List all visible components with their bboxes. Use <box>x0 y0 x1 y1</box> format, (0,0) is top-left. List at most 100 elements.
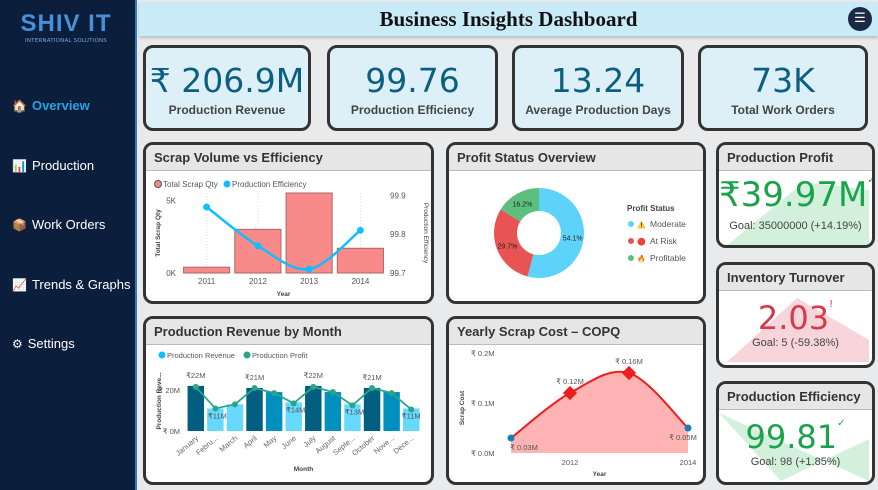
profit-point-Febru... <box>212 405 219 412</box>
goal-card-production-profit: Production Profit ₹39.97M✓ Goal: 3500000… <box>716 142 875 248</box>
point-2012 <box>562 385 578 401</box>
legend-marker <box>223 180 231 188</box>
bar-April <box>246 387 263 431</box>
gear-icon: ⚙ <box>12 336 23 351</box>
goal-background-shape <box>727 298 869 362</box>
legend-marker <box>154 180 162 188</box>
card-title: Yearly Scrap Cost – COPQ <box>449 319 703 345</box>
bar-May <box>265 392 283 431</box>
area-fill <box>511 371 688 453</box>
profit-point-March <box>231 401 238 408</box>
value-text: 99.81 <box>745 418 838 456</box>
slice-label: 54.1% <box>563 235 583 242</box>
x-tick: October <box>350 433 377 457</box>
x-tick: 2014 <box>680 458 697 467</box>
data-label: ₹22M <box>186 371 205 380</box>
profit-status-chart: 54.1% 29.7% 16.2% Profit Status ⚠️ Moderate 🔴 A… <box>494 188 686 278</box>
sidebar-item-label: Settings <box>27 336 75 351</box>
data-label: ₹11M <box>208 411 227 420</box>
package-icon: 📦 <box>12 217 27 232</box>
legend-marker <box>628 238 634 244</box>
profit-point-October <box>369 384 376 391</box>
value-text: 2.03 <box>757 299 830 337</box>
bar-July <box>305 385 322 431</box>
bar-2014 <box>336 247 384 274</box>
trend-icon: 📈 <box>12 277 27 292</box>
logo: SHIV IT INTERNATIONAL SOLUTIONS <box>16 10 116 44</box>
bar-Nove... <box>383 392 400 431</box>
kpi-total-work-orders: 73K Total Work Orders <box>698 45 868 131</box>
y2-tick: 99.9 <box>390 191 406 200</box>
bar-August <box>324 392 342 431</box>
data-label: ₹ 0.03M <box>510 443 538 452</box>
home-icon: 🏠 <box>12 98 27 113</box>
x-axis-label: Month <box>294 466 314 473</box>
sidebar-item-label: Work Orders <box>31 217 106 232</box>
sidebar: SHIV IT INTERNATIONAL SOLUTIONS 🏠 Overvie… <box>0 0 137 490</box>
kpi-label: Total Work Orders <box>731 103 835 117</box>
logo-text: SHIV IT <box>20 10 112 37</box>
y-tick: 0K <box>166 269 176 278</box>
legend-marker <box>158 351 166 359</box>
point-2011 <box>507 434 515 442</box>
kpi-value: 99.76 <box>365 61 460 100</box>
sidebar-item-production[interactable]: 📊 Production <box>12 158 94 173</box>
value-text: ₹39.97M <box>719 175 868 215</box>
profit-point-May <box>271 390 278 397</box>
efficiency-point-2014 <box>356 226 364 234</box>
y-tick: ₹ 0M <box>163 427 180 436</box>
kpi-value: 73K <box>751 61 815 100</box>
sidebar-item-label: Overview <box>31 98 90 113</box>
legend-label: Profitable <box>650 253 686 263</box>
card-title: Profit Status Overview <box>449 145 703 171</box>
legend-label: At Risk <box>650 236 678 246</box>
sidebar-item-trends[interactable]: 📈 Trends & Graphs <box>12 277 130 292</box>
kpi-average-production-days: 13.24 Average Production Days <box>512 45 684 131</box>
efficiency-point-2012 <box>254 242 262 250</box>
revenue-by-month-card: Production Revenue by Month Production R… <box>143 316 434 485</box>
slice-moderate <box>527 188 584 278</box>
status-icon: ✓ <box>867 175 875 186</box>
scrap-vs-efficiency-chart: Total Scrap Qty Production Efficiency 0K 5K… <box>154 180 429 298</box>
goal-card-value: ₹39.97M✓ <box>719 175 872 215</box>
profit-line <box>195 385 412 411</box>
card-title: Inventory Turnover <box>719 265 872 291</box>
x-tick: 2014 <box>351 277 369 286</box>
data-label: ₹11M <box>402 411 421 420</box>
bar-Dece... <box>402 408 420 431</box>
goal-card-value: 99.81✓ <box>719 418 872 456</box>
sidebar-item-overview[interactable]: 🏠 Overview <box>12 98 90 113</box>
kpi-production-efficiency: 99.76 Production Efficiency <box>327 45 498 131</box>
y-tick: ₹ 0.1M <box>471 399 495 408</box>
x-tick: 2013 <box>300 277 318 286</box>
goal-card-production-efficiency: Production Efficiency 99.81✓ Goal: 98 (+… <box>716 381 875 485</box>
legend-marker <box>628 221 634 227</box>
profit-point-January <box>192 383 199 390</box>
status-icon: ! <box>829 299 834 310</box>
profit-status-card: Profit Status Overview 54.1% 29.7% 16.2% Pr… <box>446 142 706 304</box>
legend-label: Moderate <box>650 219 686 229</box>
sidebar-item-label: Trends & Graphs <box>31 277 131 292</box>
legend-title: Profit Status <box>627 204 675 213</box>
bar-March <box>226 404 244 431</box>
sidebar-item-label: Production <box>31 158 95 173</box>
sidebar-item-settings[interactable]: ⚙ Settings <box>12 336 75 351</box>
x-tick: Dece... <box>392 434 416 456</box>
sidebar-item-work-orders[interactable]: 📦 Work Orders <box>12 217 105 232</box>
sliders-icon[interactable]: ☰ <box>848 7 872 31</box>
page-title: Business Insights Dashboard <box>379 7 638 31</box>
point-2014 <box>684 424 692 432</box>
profit-point-Nove... <box>388 390 395 397</box>
goal-card-value: 2.03! <box>719 299 872 337</box>
data-label: ₹ 0.16M <box>615 357 643 366</box>
scrap-vs-efficiency-card: Scrap Volume vs Efficiency Total Scrap Q… <box>143 142 434 304</box>
efficiency-point-2011 <box>203 203 211 211</box>
legend-label: Production Profit <box>252 351 308 360</box>
x-tick: June <box>280 434 298 451</box>
logo-subtext: INTERNATIONAL SOLUTIONS <box>25 38 107 44</box>
card-title: Scrap Volume vs Efficiency <box>146 145 431 171</box>
y2-tick: 99.7 <box>390 269 406 278</box>
y2-tick: 99.8 <box>390 230 406 239</box>
y-tick: ₹ 20M <box>159 386 180 395</box>
point-2013 <box>621 365 637 381</box>
